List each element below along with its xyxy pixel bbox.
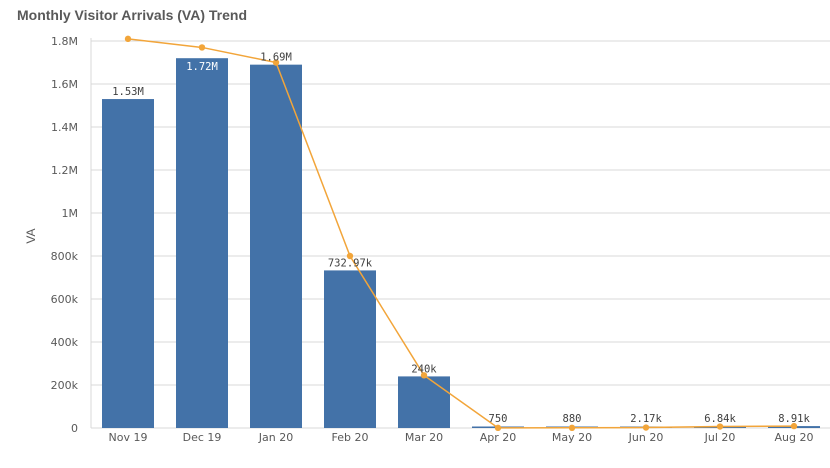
data-label: 732.97k <box>328 257 373 269</box>
data-label: 8.91k <box>778 413 810 425</box>
x-tick-label: Jun 20 <box>628 431 664 444</box>
trend-point[interactable] <box>494 424 502 432</box>
trend-point[interactable] <box>346 252 354 260</box>
bar[interactable] <box>102 99 154 429</box>
y-tick-label: 0 <box>71 422 78 435</box>
data-label: 750 <box>489 413 508 425</box>
bar[interactable] <box>398 376 450 428</box>
bar[interactable] <box>176 58 228 428</box>
data-label: 1.69M <box>260 52 292 64</box>
y-tick-labels: 0 200k 400k 600k 800k 1M 1.2M 1.4M 1.6M 1.8M <box>51 35 79 435</box>
trend-point[interactable] <box>790 422 798 430</box>
trend-line-path <box>127 38 795 429</box>
x-tick-label: Nov 19 <box>109 431 148 444</box>
x-tick-label: Jan 20 <box>258 431 293 444</box>
data-label: 6.84k <box>704 413 736 425</box>
y-axis-label: VA <box>24 228 38 243</box>
y-tick-label: 600k <box>51 293 79 306</box>
chart-title: Monthly Visitor Arrivals (VA) Trend <box>17 7 248 23</box>
x-tick-label: Feb 20 <box>332 431 369 444</box>
x-tick-label: Aug 20 <box>775 431 814 444</box>
trend-point[interactable] <box>420 372 428 379</box>
x-tick-label: Mar 20 <box>405 431 443 444</box>
data-label: 240k <box>411 363 437 375</box>
bar[interactable] <box>324 270 376 428</box>
y-tick-label: 1.6M <box>51 78 78 91</box>
y-tick-label: 200k <box>51 379 79 392</box>
trend-line <box>124 35 798 432</box>
trend-point[interactable] <box>716 423 724 430</box>
trend-point[interactable] <box>124 35 132 43</box>
y-tick-label: 1.4M <box>51 121 78 134</box>
data-label: 1.72M <box>186 61 218 73</box>
x-tick-labels: Nov 19 Dec 19 Jan 20 Feb 20 Mar 20 Apr 20 May … <box>109 431 814 444</box>
y-tick-label: 400k <box>51 336 79 349</box>
trend-point[interactable] <box>198 44 206 51</box>
y-tick-label: 1.8M <box>51 35 78 48</box>
trend-point[interactable] <box>642 424 650 431</box>
bars <box>102 58 820 429</box>
x-tick-label: Jul 20 <box>704 431 736 444</box>
bar[interactable] <box>250 64 302 429</box>
x-tick-label: Dec 19 <box>183 431 222 444</box>
x-tick-label: May 20 <box>552 431 592 444</box>
y-tick-label: 1M <box>62 207 79 220</box>
data-labels: 1.53M 1.72M 1.69M 732.97k 240k 750 880 2.17k 6.8… <box>112 52 810 425</box>
x-tick-label: Apr 20 <box>480 431 517 444</box>
data-label: 2.17k <box>630 413 662 425</box>
y-tick-label: 1.2M <box>51 164 78 177</box>
y-tick-label: 800k <box>51 250 79 263</box>
data-label: 1.53M <box>112 86 144 98</box>
trend-point[interactable] <box>568 424 576 432</box>
trend-point[interactable] <box>272 59 280 66</box>
data-label: 880 <box>563 413 582 425</box>
